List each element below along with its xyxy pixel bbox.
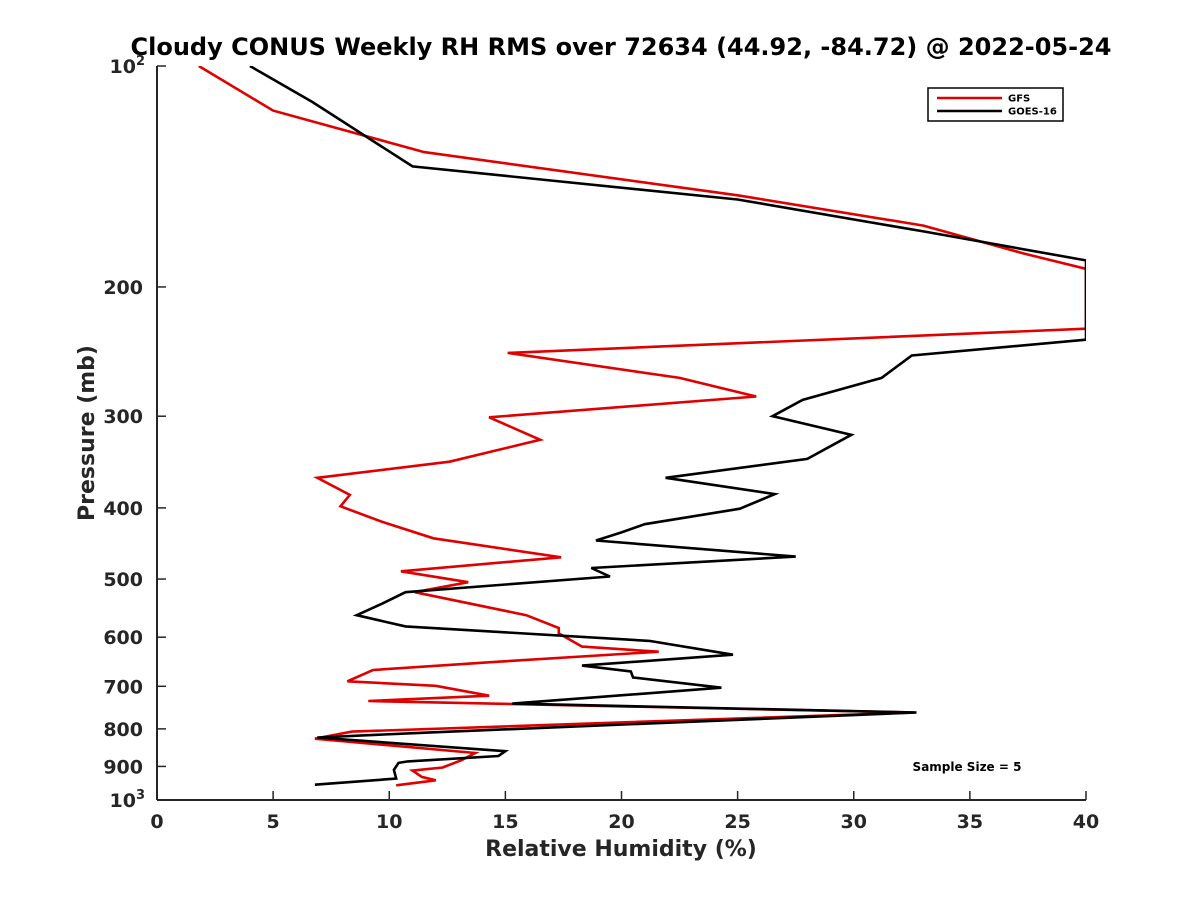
x-tick-label: 30 [841,811,867,833]
x-tick-label: 40 [1073,811,1099,833]
y-tick-label: 700 [103,676,143,698]
x-axis-label: Relative Humidity (%) [485,837,757,862]
legend-box [927,87,1064,122]
series-layer [198,66,1086,787]
y-tick-label: 500 [103,569,143,591]
y-tick-label: 800 [103,719,143,741]
y-tick-label: 300 [103,406,143,428]
legend-label-gfs: GFS [1008,94,1030,105]
legend: GFS GOES-16 [927,87,1064,122]
legend-label-goes16: GOES-16 [1008,107,1057,118]
y-axis-label: Pressure (mb) [75,345,100,521]
x-tick-label: 5 [267,811,280,833]
y-tick-label: 600 [103,627,143,649]
x-tick-label: 35 [957,811,983,833]
x-tick-label: 0 [150,811,163,833]
x-tick-label: 15 [492,811,518,833]
x-tick-label: 20 [608,811,634,833]
x-tick-label: 10 [376,811,402,833]
axes-layer: 0 5 10 15 20 25 30 35 40102200300400500600700800… [103,54,1099,833]
x-tick-label: 25 [724,811,750,833]
y-tick-label: 900 [103,756,143,778]
y-tick-label: 200 [103,277,143,299]
chart-title: Cloudy CONUS Weekly RH RMS over 72634 (4… [131,33,1112,61]
y-tick-label: 400 [103,498,143,520]
sample-size-annotation: Sample Size = 5 [913,760,1022,774]
series-line-goes16 [249,66,1086,786]
